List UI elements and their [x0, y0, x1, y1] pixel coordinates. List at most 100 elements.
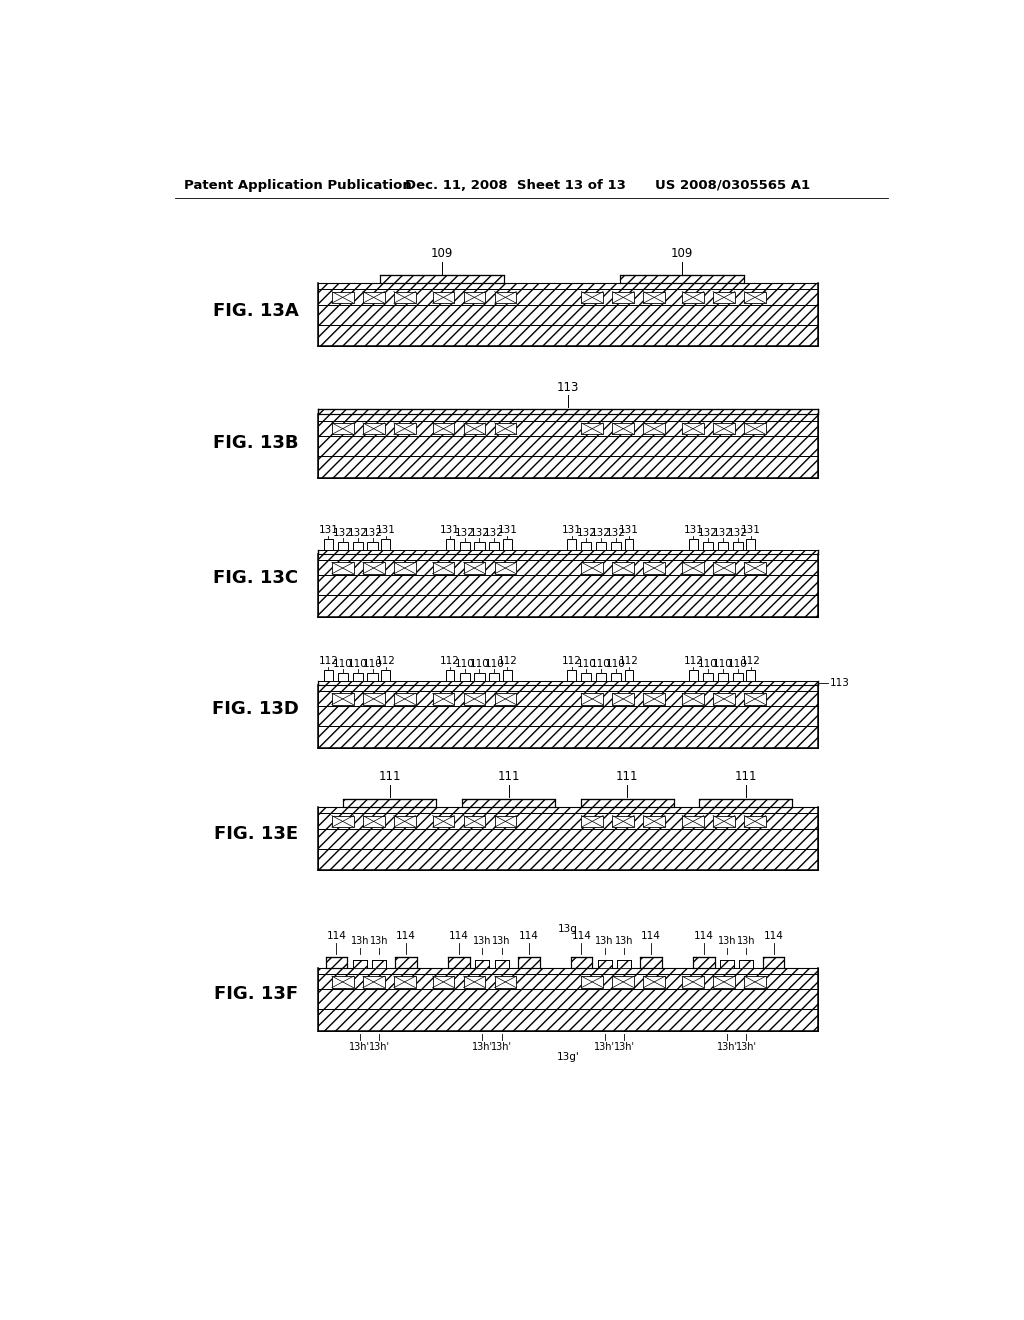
Bar: [612, 292, 634, 304]
Bar: [495, 816, 516, 828]
Bar: [643, 816, 665, 828]
Text: 112: 112: [498, 656, 517, 667]
Bar: [362, 292, 385, 304]
Bar: [449, 957, 470, 968]
Text: 131: 131: [562, 525, 582, 536]
Text: 13h: 13h: [718, 936, 736, 946]
Text: 13h: 13h: [473, 936, 492, 946]
Bar: [432, 422, 455, 434]
Bar: [718, 543, 728, 550]
Bar: [739, 960, 754, 968]
Text: FIG. 13D: FIG. 13D: [212, 700, 299, 718]
Text: 114: 114: [764, 932, 783, 941]
Text: 13h': 13h': [349, 1041, 371, 1052]
Text: 132: 132: [470, 528, 489, 537]
Bar: [464, 816, 485, 828]
Bar: [689, 671, 697, 681]
Bar: [682, 693, 703, 705]
Text: 114: 114: [519, 932, 539, 941]
Text: 110: 110: [362, 659, 382, 668]
Bar: [317, 284, 818, 289]
Bar: [394, 693, 416, 705]
Text: 110: 110: [470, 659, 489, 668]
Text: 132: 132: [577, 528, 596, 537]
Bar: [713, 816, 735, 828]
Bar: [612, 977, 634, 987]
Bar: [495, 960, 509, 968]
Bar: [362, 562, 385, 574]
Text: 131: 131: [498, 525, 517, 536]
Bar: [643, 693, 665, 705]
Bar: [317, 560, 818, 576]
Text: 13g: 13g: [558, 924, 578, 933]
Text: 132: 132: [455, 528, 475, 537]
Bar: [445, 539, 455, 550]
Bar: [621, 276, 744, 284]
Text: FIG. 13B: FIG. 13B: [213, 434, 299, 453]
Text: FIG. 13C: FIG. 13C: [213, 569, 299, 587]
Bar: [317, 681, 818, 685]
Bar: [699, 799, 793, 807]
Bar: [394, 292, 416, 304]
Bar: [625, 671, 633, 681]
Bar: [317, 968, 818, 974]
Bar: [445, 671, 455, 681]
Bar: [432, 562, 455, 574]
Text: 13h': 13h': [613, 1041, 635, 1052]
Bar: [317, 1010, 818, 1031]
Text: 13h: 13h: [493, 936, 511, 946]
Text: 132: 132: [362, 528, 382, 537]
Bar: [713, 562, 735, 574]
Bar: [352, 960, 367, 968]
Bar: [582, 693, 603, 705]
Text: 13h: 13h: [595, 936, 613, 946]
Bar: [432, 816, 455, 828]
Text: 112: 112: [440, 656, 460, 667]
Bar: [693, 957, 715, 968]
Text: 13h': 13h': [492, 1041, 512, 1052]
Bar: [317, 436, 818, 455]
Bar: [744, 562, 766, 574]
Bar: [317, 807, 818, 813]
Text: 110: 110: [591, 659, 611, 668]
Bar: [518, 957, 540, 968]
Bar: [489, 673, 500, 681]
Bar: [746, 539, 755, 550]
Bar: [643, 977, 665, 987]
Bar: [703, 673, 713, 681]
Bar: [744, 693, 766, 705]
Text: 114: 114: [396, 932, 416, 941]
Bar: [495, 422, 516, 434]
Bar: [432, 977, 455, 987]
Bar: [739, 960, 754, 968]
Text: 114: 114: [571, 932, 591, 941]
Bar: [495, 562, 516, 574]
Text: 131: 131: [620, 525, 639, 536]
Bar: [720, 960, 734, 968]
Bar: [326, 957, 347, 968]
Bar: [689, 539, 697, 550]
Bar: [495, 960, 509, 968]
Bar: [582, 977, 603, 987]
Bar: [582, 816, 603, 828]
Bar: [317, 554, 818, 560]
Bar: [368, 543, 378, 550]
Bar: [352, 543, 362, 550]
Bar: [612, 422, 634, 434]
Bar: [317, 455, 818, 478]
Bar: [332, 977, 353, 987]
Bar: [317, 989, 818, 1010]
Bar: [462, 799, 555, 807]
Bar: [570, 957, 592, 968]
Text: 111: 111: [615, 771, 638, 783]
Bar: [460, 543, 470, 550]
Text: 132: 132: [698, 528, 718, 537]
Bar: [475, 960, 489, 968]
Text: 132: 132: [606, 528, 626, 537]
Bar: [582, 292, 603, 304]
Bar: [625, 539, 633, 550]
Bar: [317, 414, 818, 421]
Text: 112: 112: [562, 656, 582, 667]
Bar: [682, 292, 703, 304]
Text: 131: 131: [318, 525, 338, 536]
